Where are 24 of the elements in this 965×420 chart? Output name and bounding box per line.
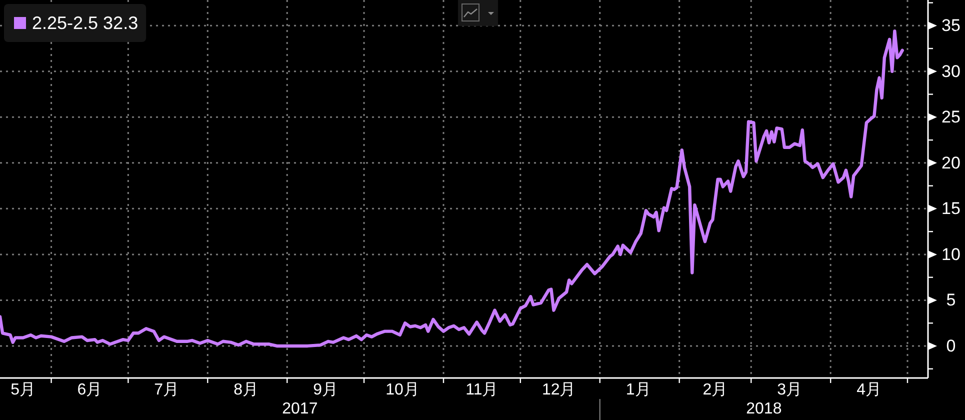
x-tick-label: 11月	[466, 382, 498, 398]
x-tick-label: 8月	[234, 382, 259, 398]
x-tick-label: 6月	[77, 382, 102, 398]
x-tick-label: 5月	[10, 382, 36, 398]
x-tick-label: 12月	[542, 382, 576, 398]
x-tick-label: 1月	[626, 382, 651, 398]
y-tick-label: 5	[946, 290, 956, 310]
x-tick-label: 3月	[777, 382, 802, 398]
x-tick-label: 9月	[313, 382, 338, 398]
x-tick-label: 4月	[856, 382, 882, 398]
y-tick-label: 35	[942, 16, 960, 36]
y-tick-label: 10	[942, 244, 960, 264]
x2-tick-label: 2018	[746, 400, 782, 418]
y-tick-label: 20	[942, 153, 960, 172]
y-tick-label: 30	[942, 62, 960, 81]
x-tick-label: 7月	[154, 382, 180, 398]
line-series	[0, 30, 904, 348]
x-tick-label: 2月	[702, 382, 728, 398]
x-tick-label: 10月	[386, 382, 420, 398]
y-tick-label: 0	[946, 336, 956, 356]
x2-tick-label: 2017	[282, 400, 318, 418]
y-tick-label: 25	[942, 108, 960, 127]
legend-label: 2.25-2.5 32.3	[32, 13, 138, 33]
y-tick-label: 15	[942, 199, 960, 218]
